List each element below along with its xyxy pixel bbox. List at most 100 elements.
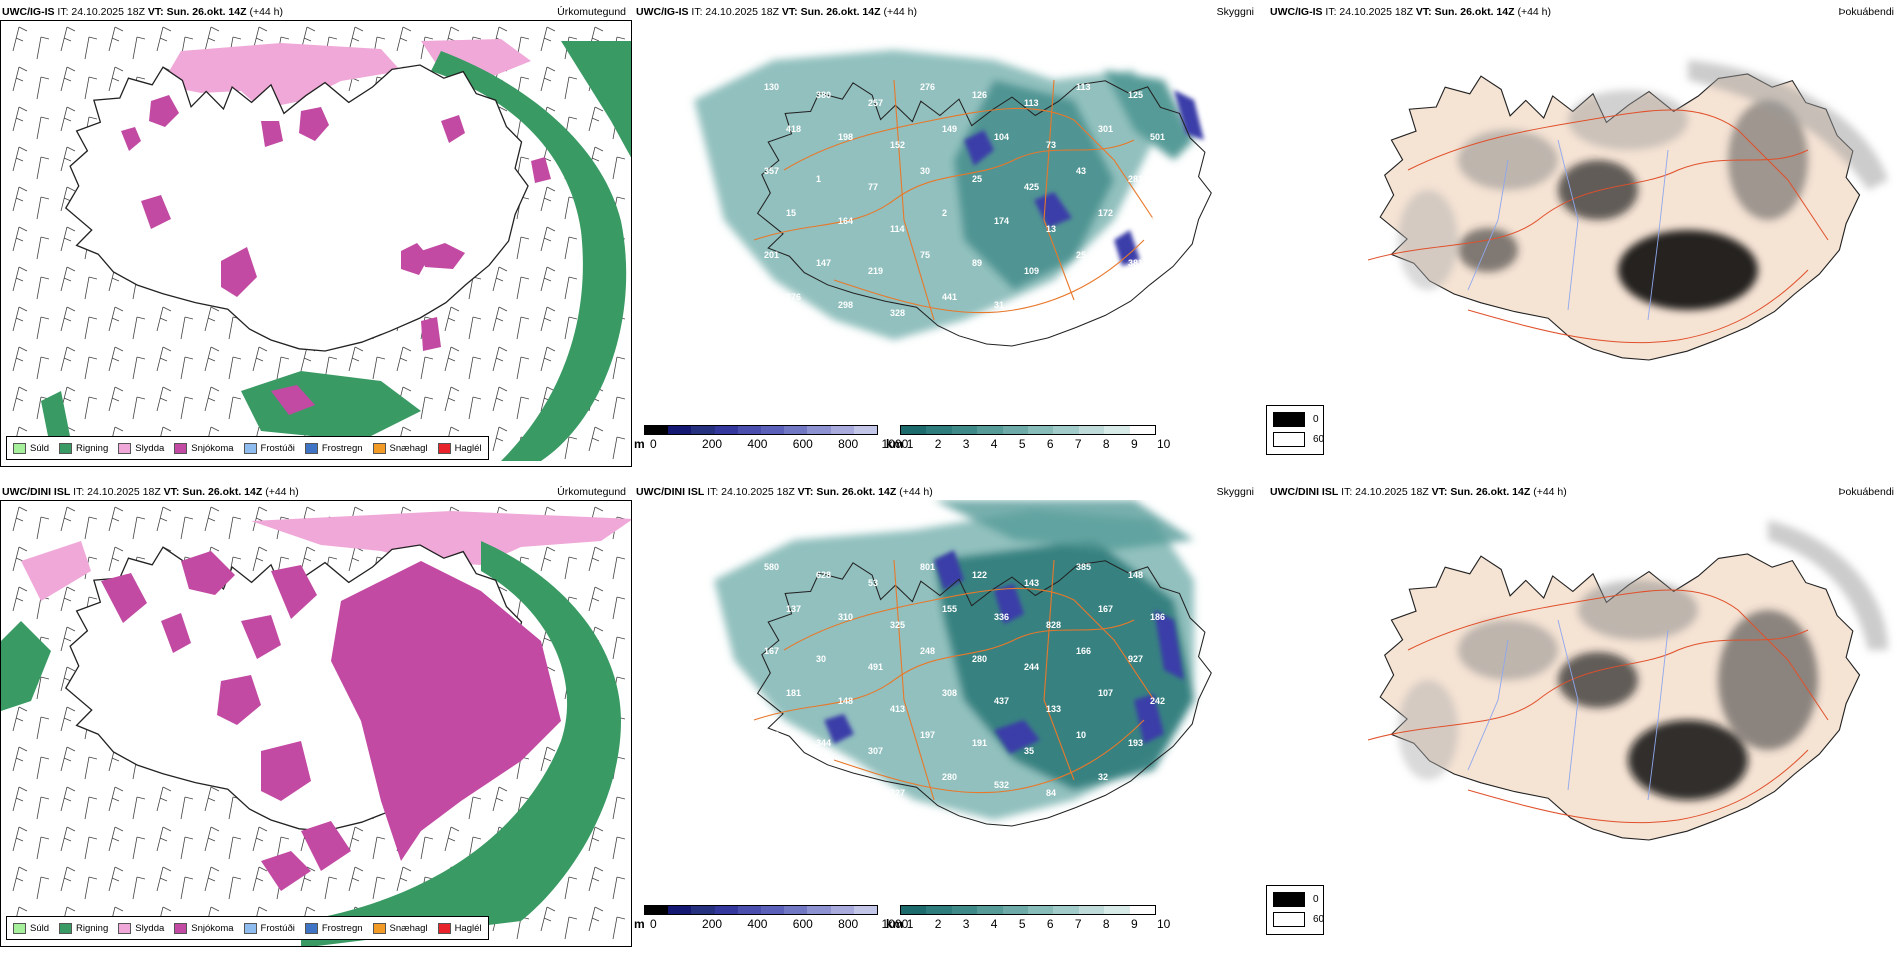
legend-item: Súld (13, 442, 49, 454)
vis-value-label: 413 (890, 704, 905, 714)
vis-value-label: 186 (1150, 612, 1165, 622)
vis-value-label: 357 (764, 166, 779, 176)
vis-value-label: 336 (994, 612, 1009, 622)
vis-value-label: 927 (1128, 654, 1143, 664)
precip-title: Úrkomutegund (557, 486, 626, 498)
vis-colorbar-km: km 1 2 3 4 5 6 7 8 9 10 (886, 425, 1170, 463)
fog-map (1268, 500, 1900, 920)
vis-value-label: 148 (1128, 570, 1143, 580)
visibility-panel-dini: UWC/DINI ISL IT: 24.10.2025 18Z VT: Sun.… (634, 484, 1324, 954)
vis-value-label: 281 (1128, 174, 1143, 184)
fog-legend: 0 60 (1266, 885, 1324, 935)
vis-value-label: 181 (786, 688, 801, 698)
vis-value-label: 307 (868, 746, 883, 756)
vis-value-label: 491 (868, 662, 883, 672)
precip-map (0, 20, 632, 467)
vis-colorbar-km: km 1 2 3 4 5 6 7 8 9 10 (886, 905, 1170, 943)
legend-item: Haglél (437, 442, 482, 454)
vis-value-label: 201 (764, 250, 779, 260)
vis-value-label: 528 (764, 730, 779, 740)
vis-value-label: 340 (786, 772, 801, 782)
vis-value-label: 147 (816, 258, 831, 268)
vis-value-label: 276 (786, 292, 801, 302)
vis-value-label: 301 (1098, 124, 1113, 134)
fog-legend: 0 60 (1266, 405, 1324, 455)
vis-value-label: 107 (1098, 688, 1113, 698)
valid-time: VT: Sun. 26.okt. 14Z (147, 6, 247, 18)
vis-value-label: 109 (1024, 266, 1039, 276)
vis-value-label: 628 (816, 570, 831, 580)
visibility-map: 580 628 53 801 122 143 385 148 137 310 325 155 336 82… (634, 500, 1266, 920)
vis-value-label: 437 (994, 696, 1009, 706)
vis-value-label: 125 (1128, 90, 1143, 100)
panel-header: UWC/IG-IS IT: 24.10.2025 18Z VT: Sun. 26… (1270, 6, 1552, 18)
legend-item: Haglél (437, 922, 482, 934)
colorbar-m-ticks: m 0 200 400 600 800 1000 (634, 917, 909, 931)
vis-value-label: 276 (920, 82, 935, 92)
vis-value-label: 418 (786, 124, 801, 134)
vis-value-label: 167 (1098, 604, 1113, 614)
vis-value-label: 164 (838, 216, 853, 226)
fog-title: Þokuábendi (1838, 486, 1894, 498)
vis-value-label: 244 (1024, 662, 1039, 672)
vis-value-label: 30 (816, 654, 826, 664)
roads (753, 559, 1155, 801)
model-name: UWC/IG-IS (2, 6, 55, 18)
vis-value-label: 219 (868, 266, 883, 276)
vis-value-label: 133 (1046, 704, 1061, 714)
vis-value-label: 84 (1046, 788, 1056, 798)
sleet-area (161, 43, 401, 109)
fog-index-shading (1398, 60, 1888, 310)
vis-value-label: 172 (1098, 208, 1113, 218)
vis-value-label: 452 (838, 780, 853, 790)
colorbar-m (644, 905, 878, 915)
rain-west (1, 621, 51, 711)
legend-item: Frostregn (304, 442, 363, 454)
vis-value-label: 31 (994, 300, 1004, 310)
legend-item: Slydda (118, 442, 164, 454)
snow-area (331, 561, 561, 861)
lead-time: (+44 h) (249, 6, 284, 18)
vis-value-label: 126 (972, 90, 987, 100)
vis-value-label: 257 (868, 98, 883, 108)
colorbar-km (900, 905, 1156, 915)
vis-value-label: 149 (942, 124, 957, 134)
vis-value-label: 328 (890, 308, 905, 318)
vis-value-label: 501 (1150, 132, 1165, 142)
vis-value-label: 191 (972, 738, 987, 748)
fog-rivers (1467, 619, 1669, 801)
vis-value-label: 73 (1046, 140, 1056, 150)
vis-value-label: 143 (1024, 578, 1039, 588)
legend-item: Rigning (59, 922, 108, 934)
vis-value-label: 155 (942, 604, 957, 614)
sleet-area (251, 511, 631, 565)
snow-patches (101, 551, 351, 891)
legend-item: Súld (13, 922, 49, 934)
vis-value-label: 113 (1024, 98, 1039, 108)
legend-item: Frostúði (243, 442, 295, 454)
vis-value-label: 89 (972, 258, 982, 268)
vis-value-label: 174 (994, 216, 1009, 226)
vis-value-label: 580 (764, 562, 779, 572)
fog-panel-dini: UWC/DINI ISL IT: 24.10.2025 18Z VT: Sun.… (1268, 484, 1900, 954)
panel-header: UWC/DINI ISL IT: 24.10.2025 18Z VT: Sun.… (1270, 486, 1567, 498)
vis-value-label: 30 (920, 166, 930, 176)
fog-teal (694, 50, 1194, 340)
visibility-panel-igis: UWC/IG-IS IT: 24.10.2025 18Z VT: Sun. 26… (634, 4, 1324, 474)
fog-map (1268, 20, 1900, 440)
vis-value-label: 441 (942, 292, 957, 302)
fog-roads (1367, 109, 1829, 344)
vis-value-label: 248 (920, 646, 935, 656)
colorbar-km (900, 425, 1156, 435)
vis-value-label: 310 (838, 612, 853, 622)
vis-value-label: 275 (1150, 216, 1165, 226)
precip-panel-dini: UWC/DINI ISL IT: 24.10.2025 18Z VT: Sun.… (0, 484, 632, 954)
fog-roads (1367, 589, 1829, 824)
fog-rivers (1467, 139, 1669, 321)
fog-swatch-60 (1273, 432, 1305, 447)
sleet-nw (21, 541, 91, 601)
precip-legend: Súld Rigning Slydda Snjókoma Frostúði Fr… (6, 916, 489, 940)
vis-value-label: 381 (1128, 258, 1143, 268)
vis-value-label: 10 (1076, 730, 1086, 740)
fog-index-shading (1398, 520, 1888, 800)
